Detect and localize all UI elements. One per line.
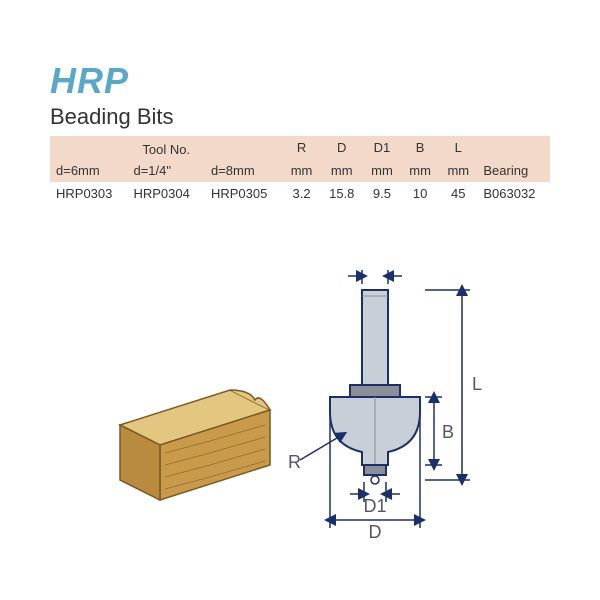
subtitle: Beading Bits [50,104,550,130]
hdr-d6: d=6mm [50,159,127,182]
dim-D1-label: D1 [363,496,386,516]
dim-d-label: d [370,270,380,274]
unit-D: mm [321,159,363,182]
table-header-row1: Tool No. R D D1 B L [50,136,550,159]
cell-c1: HRP0303 [50,182,127,205]
table-row: HRP0303 HRP0304 HRP0305 3.2 15.8 9.5 10 … [50,182,550,205]
table-header-row2: d=6mm d=1/4" d=8mm mm mm mm mm mm Bearin… [50,159,550,182]
hdr-R: R [282,136,320,159]
hdr-d8: d=8mm [205,159,282,182]
cell-c3: HRP0305 [205,182,282,205]
cell-B: 10 [401,182,439,205]
unit-D1: mm [363,159,401,182]
dim-L-label: L [472,374,482,394]
dim-R-label: R [288,452,301,472]
wood-block-icon [120,390,270,500]
router-bit-icon: d L B R D1 D [288,270,482,542]
brand-title: HRP [50,60,550,102]
hdr-bearing-empty [477,136,550,159]
dim-B-label: B [442,422,454,442]
hdr-bearing: Bearing [477,159,550,182]
dim-D-label: D [369,522,382,542]
hdr-D: D [321,136,363,159]
cell-D1: 9.5 [363,182,401,205]
diagram-svg: d L B R D1 D [0,270,600,550]
hdr-toolno: Tool No. [127,136,204,159]
cell-D: 15.8 [321,182,363,205]
hdr-L: L [439,136,477,159]
hdr-d14: d=1/4" [127,159,204,182]
unit-L: mm [439,159,477,182]
hdr-D1: D1 [363,136,401,159]
cell-bearing: B063032 [477,182,550,205]
figure-area: d L B R D1 D [0,270,600,550]
unit-R: mm [282,159,320,182]
cell-c2: HRP0304 [127,182,204,205]
hdr-B: B [401,136,439,159]
unit-B: mm [401,159,439,182]
hdr-empty3 [205,136,282,159]
hdr-empty1 [50,136,127,159]
cell-L: 45 [439,182,477,205]
cell-R: 3.2 [282,182,320,205]
spec-table: Tool No. R D D1 B L d=6mm d=1/4" d=8mm m… [50,136,550,205]
